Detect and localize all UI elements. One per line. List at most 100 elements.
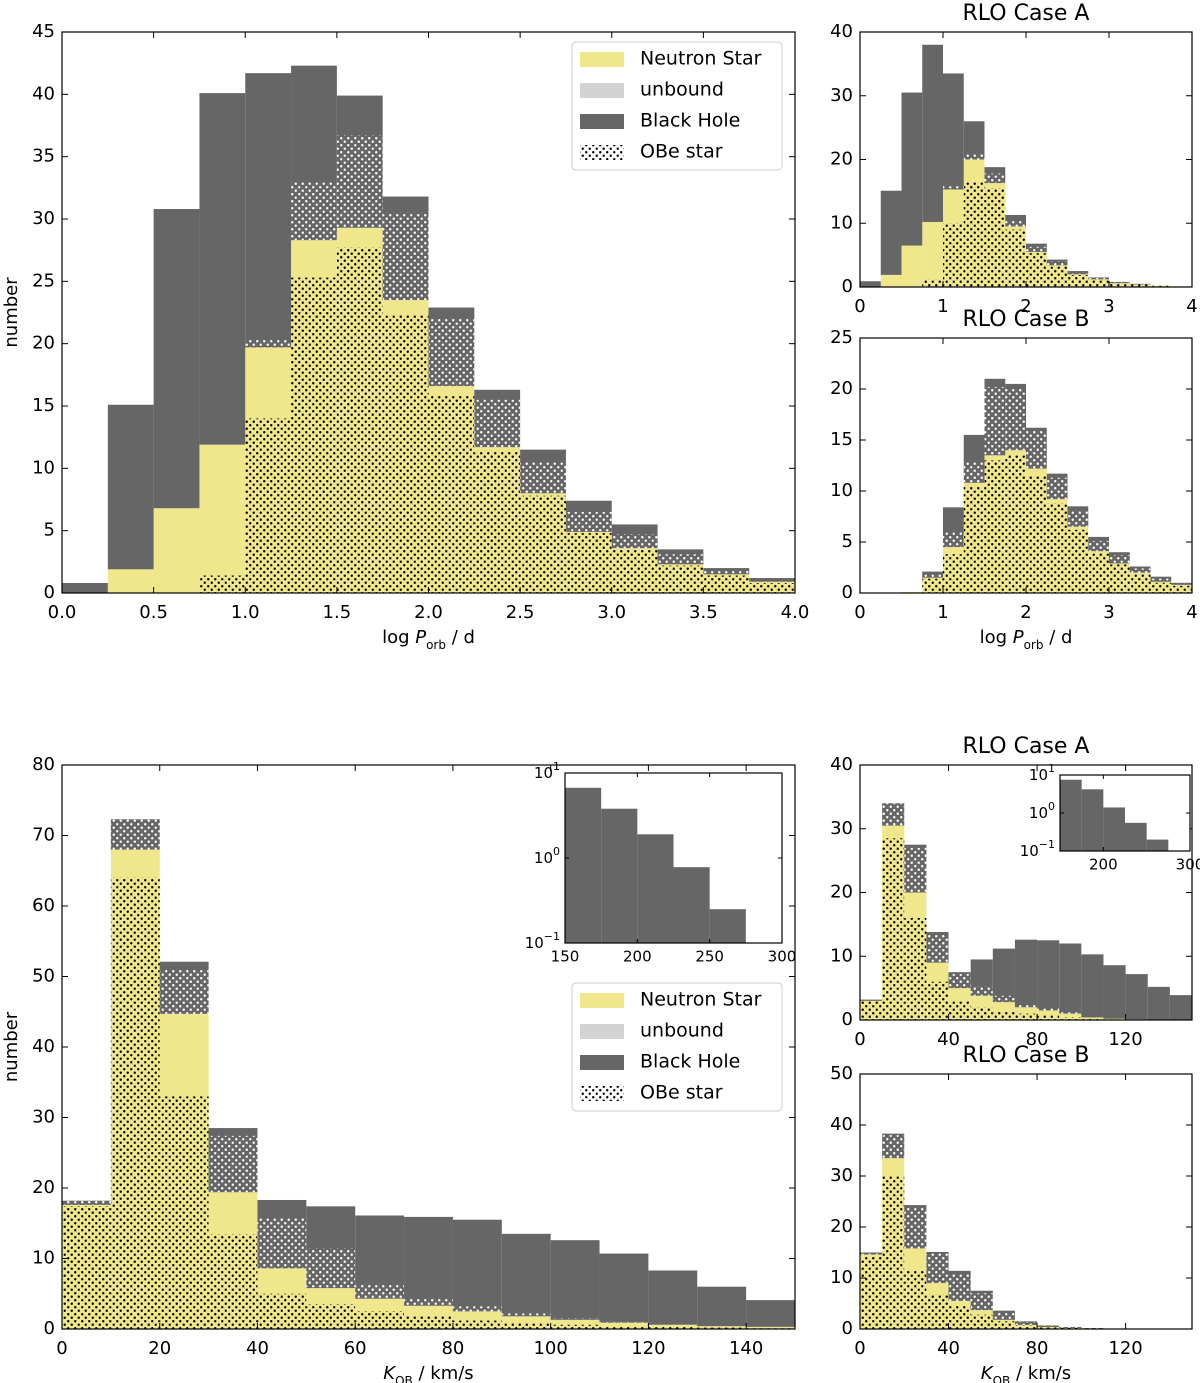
y-tick-label: 10−1 [525,930,560,952]
y-tick-label: 0 [842,1009,853,1030]
obe-hatch [1088,279,1109,287]
x-tick-label: 80 [441,1338,464,1359]
legend-label: unbound [640,1020,724,1042]
obe-hatch [404,1297,453,1306]
y-tick-label: 101 [1029,762,1055,784]
y-tick-label: 30 [32,208,55,229]
legend-box [571,41,783,171]
obe-hatch [860,1252,883,1255]
bar-segment [746,1326,795,1329]
x-tick-label: 3 [1103,296,1114,317]
bar-segment [550,1319,600,1329]
y-axis-label: number [1,277,22,348]
bar-segment [1059,943,1082,1014]
y-tick-label: 40 [32,1036,55,1057]
y-tick-label: 20 [830,1216,853,1237]
obe-hatch [882,1176,905,1329]
obe-hatch [550,1324,600,1329]
obe-hatch [904,1207,927,1249]
obe-hatch [428,396,475,593]
obe-hatch [501,1313,551,1317]
x-tick-label: 60 [344,1338,367,1359]
obe-hatch [860,1001,883,1020]
bar-segment [501,1233,551,1317]
obe-hatch [355,1311,405,1329]
obe-hatch [291,277,337,593]
obe-hatch [992,1011,1015,1020]
legend-label: OBe star [640,141,723,163]
obe-hatch [1026,430,1047,469]
x-tick-label: 300 [768,948,797,966]
obe-hatch [697,1327,747,1329]
obe-hatch [1088,278,1109,280]
legend-label: Neutron Star [640,48,762,70]
x-tick-label: 80 [1026,1029,1049,1050]
y-tick-label: 20 [830,378,853,399]
obe-hatch [1088,540,1109,552]
obe-hatch [1129,284,1151,287]
y-tick-label: 101 [534,760,560,782]
legend-swatch [580,1086,624,1101]
obe-hatch [963,462,985,483]
obe-hatch [382,314,429,593]
obe-hatch [62,1200,111,1205]
bar-segment [963,121,985,160]
x-tick-label: 120 [631,1338,665,1359]
legend-label: Neutron Star [640,989,762,1011]
obe-hatch [1171,585,1192,593]
obe-hatch [657,565,704,593]
obe-hatch [1026,475,1047,593]
x-axis-label-part: P [415,627,426,648]
bar-segment [404,1216,453,1306]
x-tick-label: 0 [854,1338,865,1359]
obe-hatch [110,877,160,1329]
obe-hatch [565,533,612,593]
obe-hatch [1046,477,1068,500]
legend-box [571,982,783,1112]
obe-hatch [943,531,964,548]
obe-hatch [904,847,927,893]
legend-swatch [580,52,624,67]
y-tick-label: 10 [830,945,853,966]
legend-label: OBe star [640,1082,723,1104]
legend-label: Black Hole [640,110,740,132]
obe-hatch [1037,1325,1060,1327]
bar [673,867,710,943]
obe-hatch [922,279,943,287]
legend-label: Black Hole [640,1051,740,1073]
tick-exponent: −1 [544,930,560,943]
obe-hatch [882,1135,905,1159]
axes-frame [859,1073,1193,1330]
bar [709,909,746,943]
x-tick-label: 1.5 [323,602,352,623]
obe-hatch [948,1273,971,1301]
legend-swatch [580,145,624,160]
bar [601,808,638,943]
x-tick-label: 80 [1026,1338,1049,1359]
x-tick-label: 1 [937,296,948,317]
obe-hatch [1059,1326,1082,1328]
obe-hatch [948,1306,971,1329]
obe-hatch [970,1007,993,1020]
bar-segment [107,569,154,593]
y-tick-label: 10 [32,457,55,478]
obe-hatch [1129,573,1151,593]
legend-swatch [580,114,624,129]
x-tick-label: 0 [854,1029,865,1050]
x-tick-label: 300 [1176,856,1200,874]
tick-base: 10 [1029,804,1048,822]
bar [1103,807,1125,851]
obe-hatch [550,1318,600,1320]
x-tick-label: 120 [1108,1029,1142,1050]
obe-hatch [1014,1013,1038,1020]
y-tick-label: 40 [830,754,853,775]
obe-hatch [565,511,612,532]
obe-hatch [355,1283,405,1299]
obe-hatch [970,1314,993,1329]
obe-hatch [1081,1018,1104,1020]
y-tick-label: 10−1 [1020,838,1055,860]
x-axis-label-part: log [980,627,1013,648]
x-axis-label-part: OB [993,1374,1011,1383]
tick-base: 10 [1029,766,1048,784]
bar-segment [1125,974,1148,1020]
